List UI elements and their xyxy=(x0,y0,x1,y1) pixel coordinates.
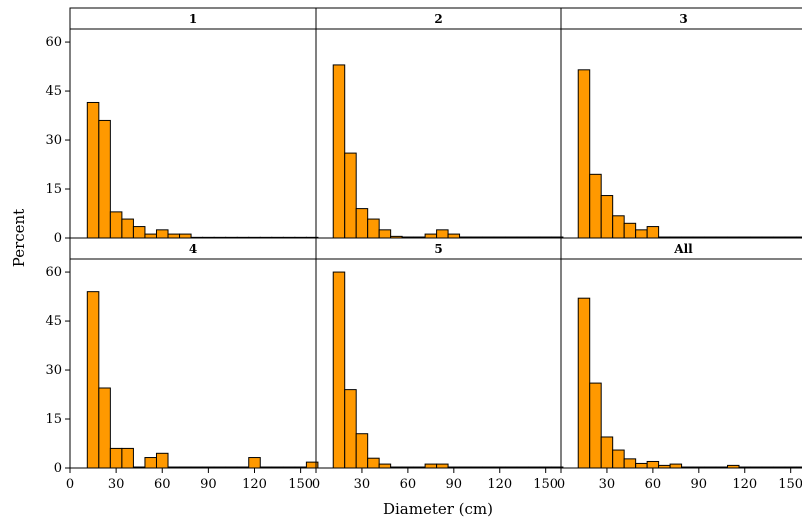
histogram-bar xyxy=(646,226,660,239)
histogram-bar xyxy=(367,218,380,239)
histogram-bar xyxy=(332,271,346,469)
histogram-bar xyxy=(109,447,123,469)
y-tick-label: 15 xyxy=(45,412,62,427)
x-tick-label: 120 xyxy=(732,477,757,492)
y-tick-label: 0 xyxy=(54,461,62,476)
histogram-bar xyxy=(109,211,123,239)
histogram-bar xyxy=(623,458,637,469)
panel-label: 3 xyxy=(679,12,687,26)
histogram-bar xyxy=(424,233,438,239)
histogram-bar xyxy=(332,64,346,239)
histogram-bar xyxy=(167,233,181,239)
histogram-bar xyxy=(155,452,169,469)
x-tick-label: 60 xyxy=(645,477,662,492)
histogram-bar xyxy=(669,463,683,469)
histogram-bar xyxy=(355,208,369,239)
histogram-bar xyxy=(86,291,100,469)
x-tick-label: 150 xyxy=(533,477,558,492)
histogram-bar xyxy=(600,195,614,239)
x-tick-label: 0 xyxy=(557,477,565,492)
histogram-bar xyxy=(612,215,625,239)
histogram-bar xyxy=(589,173,602,239)
histogram-bar xyxy=(378,463,392,469)
histogram-bar xyxy=(612,449,625,469)
histogram-bar xyxy=(577,297,591,469)
x-tick-label: 90 xyxy=(691,477,708,492)
histogram-bar xyxy=(646,460,660,469)
histogram-bar xyxy=(179,233,192,239)
x-tick-label: 0 xyxy=(312,477,320,492)
x-tick-label: 150 xyxy=(778,477,802,492)
panel-label: 2 xyxy=(434,12,442,26)
histogram-bar xyxy=(367,457,380,469)
x-tick-label: 60 xyxy=(154,477,171,492)
y-tick-label: 30 xyxy=(45,363,62,378)
x-tick-label: 90 xyxy=(200,477,217,492)
histogram-bar xyxy=(344,152,357,239)
x-tick-label: 30 xyxy=(354,477,371,492)
y-tick-label: 60 xyxy=(45,35,62,50)
histogram-bar xyxy=(623,222,637,239)
histogram-bar xyxy=(635,462,648,469)
y-tick-label: 15 xyxy=(45,182,62,197)
histogram-bar xyxy=(86,101,100,239)
histogram-bar xyxy=(355,433,369,469)
histogram-bar xyxy=(155,229,169,239)
x-tick-label: 120 xyxy=(242,477,267,492)
histogram-bar xyxy=(378,229,392,239)
histogram-bar xyxy=(436,229,449,239)
histogram-bar xyxy=(577,69,591,239)
histogram-bar xyxy=(248,457,261,469)
y-tick-label: 0 xyxy=(54,231,62,246)
histogram-bar xyxy=(98,387,111,469)
panel-label: All xyxy=(673,242,693,256)
y-tick-label: 30 xyxy=(45,133,62,148)
histogram-bar xyxy=(98,119,111,239)
panel-label: 5 xyxy=(434,242,442,256)
histogram-bar xyxy=(344,389,357,469)
histogram-bar xyxy=(589,382,602,469)
histogram-bar xyxy=(144,457,157,469)
histogram-bar xyxy=(121,447,134,469)
histogram-bar xyxy=(436,463,449,469)
x-tick-label: 150 xyxy=(288,477,313,492)
histogram-bar xyxy=(447,233,461,239)
y-tick-label: 45 xyxy=(45,314,62,329)
histogram-bar xyxy=(635,229,648,239)
panel-frame xyxy=(560,258,802,469)
panel-label: 4 xyxy=(189,242,197,256)
histogram-bar xyxy=(121,218,134,239)
histogram-bar xyxy=(424,463,438,469)
x-tick-label: 90 xyxy=(446,477,463,492)
x-axis-title: Diameter (cm) xyxy=(383,500,493,518)
histogram-bar xyxy=(132,226,146,239)
x-tick-label: 60 xyxy=(400,477,417,492)
y-tick-label: 60 xyxy=(45,265,62,280)
x-tick-label: 30 xyxy=(108,477,125,492)
panel-label: 1 xyxy=(189,12,197,26)
histogram-bar xyxy=(144,233,157,239)
x-tick-label: 120 xyxy=(487,477,512,492)
histogram-bar xyxy=(600,436,614,469)
y-axis-title: Percent xyxy=(10,209,28,267)
x-tick-label: 0 xyxy=(66,477,74,492)
y-tick-label: 45 xyxy=(45,84,62,99)
x-tick-label: 30 xyxy=(599,477,616,492)
